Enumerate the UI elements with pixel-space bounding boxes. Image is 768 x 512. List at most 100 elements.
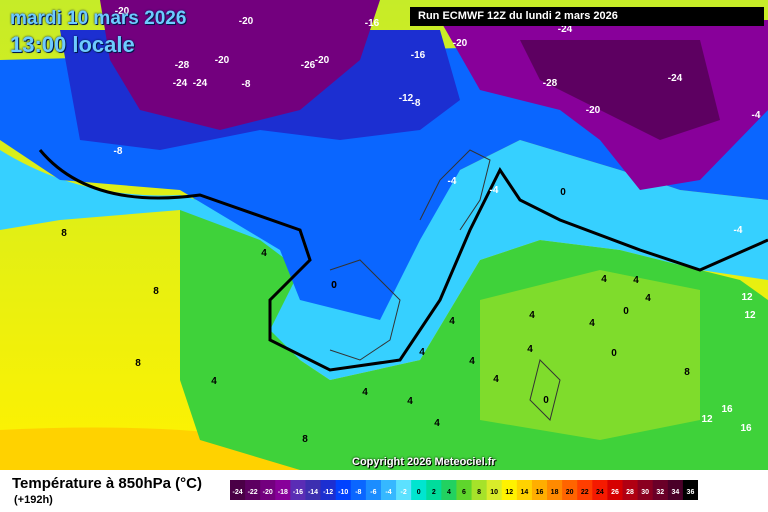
isotherm-label: -4 <box>490 185 499 196</box>
isotherm-label: -24 <box>558 24 573 35</box>
isotherm-label: 0 <box>331 280 337 291</box>
legend-swatch <box>562 480 578 500</box>
legend-tick-label: -4 <box>385 489 391 496</box>
legend-tick-label: -6 <box>370 489 376 496</box>
legend-tick-label: 22 <box>581 489 589 496</box>
zero-isotherm-line <box>38 149 768 372</box>
legend-tick-label: 18 <box>551 489 559 496</box>
temperature-map: -20-28-24 -24-20-20-8-26 -20-16-16-12-8-20… <box>0 0 768 470</box>
legend-swatch <box>305 480 322 500</box>
isotherm-label: 8 <box>684 367 690 378</box>
legend-swatch <box>682 480 698 500</box>
legend-tick-label: -22 <box>248 489 258 496</box>
legend-swatch <box>637 480 654 500</box>
isotherm-label: 4 <box>362 387 368 398</box>
variable-title: Température à 850hPa (°C) <box>12 475 202 492</box>
lead-time: (+192h) <box>14 494 53 506</box>
legend-swatch <box>230 480 246 500</box>
legend-swatch <box>260 480 276 500</box>
legend-swatch <box>516 480 533 500</box>
isotherm-label: -16 <box>411 50 426 61</box>
legend-tick-label: -8 <box>355 489 361 496</box>
isotherm-label: 4 <box>527 344 533 355</box>
legend-swatch <box>245 480 261 500</box>
isotherm-label: -28 <box>175 60 190 71</box>
isotherm-label: -12 <box>399 93 414 104</box>
isotherm-label: -20 <box>315 55 330 66</box>
legend-tick-label: 0 <box>417 489 421 496</box>
isotherm-label: 4 <box>589 318 595 329</box>
isotherm-label: -20 <box>115 6 130 17</box>
isotherm-label: -8 <box>412 98 421 109</box>
legend-swatch <box>652 480 669 500</box>
isotherm-label: -20 <box>586 105 601 116</box>
legend-swatch <box>667 480 684 500</box>
isotherm-label: 4 <box>645 293 651 304</box>
legend-tick-label: 16 <box>536 489 544 496</box>
isotherm-label: 0 <box>623 306 629 317</box>
isotherm-label: 8 <box>302 434 308 445</box>
isotherm-label: -20 <box>453 38 468 49</box>
legend-swatch <box>592 480 608 500</box>
isotherm-label: 0 <box>543 395 549 406</box>
legend-tick-label: -14 <box>308 489 318 496</box>
isotherm-label: -8 <box>114 146 123 157</box>
isotherm-label: -28 <box>543 78 558 89</box>
isotherm-label: 4 <box>601 274 607 285</box>
isotherm-label: 4 <box>493 374 499 385</box>
legend-tick-label: 30 <box>641 489 649 496</box>
isotherm-label: 4 <box>434 418 440 429</box>
legend-swatch <box>501 480 518 500</box>
copyright-notice: Copyright 2026 Meteociel.fr <box>352 456 496 468</box>
legend-swatch <box>320 480 337 500</box>
legend-tick-label: -18 <box>278 489 288 496</box>
legend-swatch <box>411 480 427 500</box>
isotherm-label: 4 <box>529 310 535 321</box>
legend-tick-label: 32 <box>656 489 664 496</box>
legend-swatch <box>275 480 291 500</box>
legend-tick-label: -20 <box>263 489 273 496</box>
legend-swatch <box>396 480 412 500</box>
legend-tick-label: -16 <box>293 489 303 496</box>
isotherm-label: -20 <box>215 55 230 66</box>
legend-swatch <box>531 480 548 500</box>
isotherm-label: 8 <box>153 286 159 297</box>
isotherm-label: 16 <box>721 404 733 415</box>
frigid-core-east <box>520 40 720 140</box>
forecast-time: 13:00 locale <box>10 32 135 57</box>
isotherm-label: 0 <box>611 348 617 359</box>
legend-swatch <box>365 480 382 500</box>
legend-swatch <box>426 480 442 500</box>
legend-swatch <box>441 480 457 500</box>
isotherm-label: 16 <box>740 423 752 434</box>
isotherm-label: 12 <box>701 414 713 425</box>
isotherm-label: -26 <box>301 60 316 71</box>
legend-swatch <box>335 480 352 500</box>
legend-swatch <box>547 480 563 500</box>
legend-tick-label: 36 <box>687 489 695 496</box>
legend-tick-label: 24 <box>596 489 604 496</box>
isotherm-label: 0 <box>560 187 566 198</box>
isotherm-label: 0 <box>331 280 337 291</box>
isotherm-labels: -20-28-24 -24-20-20-8-26 -20-16-16-12-8-20… <box>61 6 761 445</box>
legend-tick-label: 4 <box>447 489 451 496</box>
isotherm-label: 4 <box>449 316 455 327</box>
legend-swatch <box>622 480 639 500</box>
isotherm-label: 12 <box>741 292 753 303</box>
legend-tick-label: -2 <box>400 489 406 496</box>
legend-tick-label: 26 <box>611 489 619 496</box>
legend-swatch <box>486 480 503 500</box>
isotherm-label: 4 <box>633 275 639 286</box>
isotherm-label: -24 <box>173 78 188 89</box>
isotherm-label: 4 <box>261 248 267 259</box>
legend-swatch <box>380 480 397 500</box>
legend-tick-label: 10 <box>490 489 498 496</box>
isotherm-label: -4 <box>734 225 743 236</box>
legend-tick-label: -24 <box>232 489 242 496</box>
isotherm-label: 12 <box>744 310 756 321</box>
coastline-europe <box>329 149 561 421</box>
legend-swatch <box>471 480 488 500</box>
isotherm-label: 4 <box>211 376 217 387</box>
legend-tick-label: 28 <box>626 489 634 496</box>
